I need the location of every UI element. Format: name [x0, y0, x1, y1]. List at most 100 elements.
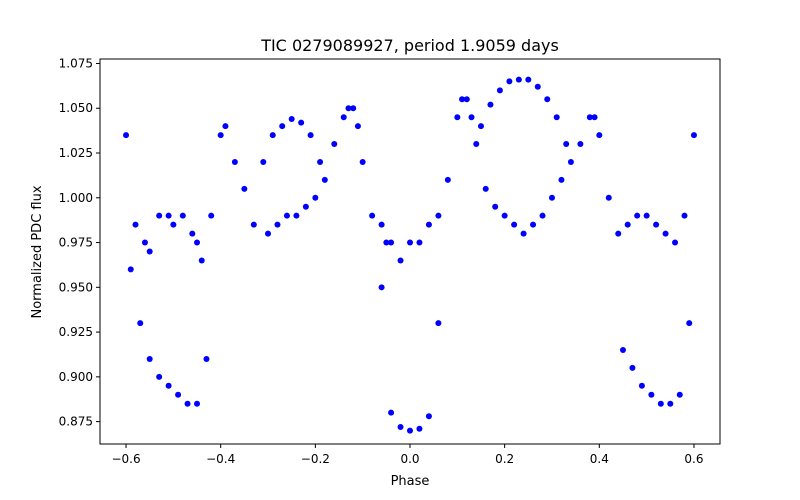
data-point	[473, 141, 480, 148]
data-point	[359, 158, 366, 165]
data-point	[298, 119, 305, 126]
data-point	[605, 194, 612, 201]
data-point	[676, 391, 683, 398]
data-point	[208, 212, 215, 219]
data-point	[515, 76, 522, 83]
data-point	[638, 382, 645, 389]
data-point	[217, 132, 224, 139]
data-point	[544, 96, 551, 103]
data-point	[530, 221, 537, 228]
data-point	[653, 221, 660, 228]
data-point	[397, 257, 404, 264]
data-point	[492, 203, 499, 210]
data-point	[265, 230, 272, 237]
data-point	[132, 221, 139, 228]
data-point	[435, 212, 442, 219]
data-point	[629, 364, 636, 371]
data-point	[586, 114, 593, 121]
data-point	[198, 257, 205, 264]
data-point	[657, 400, 664, 407]
data-point	[662, 230, 669, 237]
data-point	[643, 212, 650, 219]
data-point	[354, 123, 361, 130]
data-point	[511, 221, 518, 228]
data-points	[123, 76, 697, 434]
data-point	[283, 212, 290, 219]
data-point	[222, 123, 229, 130]
y-tick-label: 0.900	[59, 370, 93, 384]
data-point	[250, 221, 257, 228]
data-point	[558, 176, 565, 183]
data-point	[194, 239, 201, 246]
data-point	[416, 239, 423, 246]
data-point	[388, 409, 395, 416]
data-point	[165, 212, 172, 219]
x-tick-label: −0.4	[206, 452, 235, 466]
data-point	[397, 423, 404, 430]
data-point	[340, 114, 347, 121]
data-point	[388, 239, 395, 246]
data-point	[317, 158, 324, 165]
data-point	[274, 221, 281, 228]
data-point	[189, 230, 196, 237]
data-point	[482, 185, 489, 192]
data-point	[141, 239, 148, 246]
data-point	[203, 355, 210, 362]
data-point	[477, 123, 484, 130]
data-point	[137, 320, 144, 327]
data-point	[288, 115, 295, 122]
data-point	[369, 212, 376, 219]
y-tick-label: 0.925	[59, 325, 93, 339]
data-point	[624, 221, 631, 228]
data-point	[302, 203, 309, 210]
data-point	[127, 266, 134, 273]
x-tick-label: −0.6	[111, 452, 140, 466]
data-point	[293, 212, 300, 219]
data-point	[350, 105, 357, 112]
data-point	[591, 114, 598, 121]
data-point	[567, 158, 574, 165]
data-point	[454, 114, 461, 121]
data-point	[496, 87, 503, 94]
y-axis-label: Normalized PDC flux	[30, 185, 45, 318]
y-tick-label: 1.075	[59, 56, 93, 70]
data-point	[194, 400, 201, 407]
data-point	[378, 284, 385, 291]
x-tick-label: 0.4	[590, 452, 609, 466]
data-point	[596, 132, 603, 139]
data-point	[686, 320, 693, 327]
data-point	[468, 114, 475, 121]
data-point	[539, 212, 546, 219]
data-point	[416, 425, 423, 432]
data-point	[170, 221, 177, 228]
data-point	[619, 346, 626, 353]
data-point	[123, 132, 130, 139]
data-point	[321, 176, 328, 183]
data-point	[378, 221, 385, 228]
data-point	[260, 158, 267, 165]
data-point	[444, 176, 451, 183]
y-axis: 0.875 0.900 0.925 0.950 0.975 1.000 1.025 1.050…	[59, 56, 100, 429]
data-point	[146, 355, 153, 362]
chart-title: TIC 0279089927, period 1.9059 days	[260, 36, 559, 55]
x-tick-label: −0.2	[301, 452, 330, 466]
data-point	[487, 101, 494, 108]
data-point	[506, 78, 513, 85]
data-point	[672, 239, 679, 246]
data-point	[345, 105, 352, 112]
y-tick-label: 1.050	[59, 101, 93, 115]
data-point	[648, 391, 655, 398]
x-tick-label: 0.0	[400, 452, 419, 466]
data-point	[634, 212, 641, 219]
data-point	[681, 212, 688, 219]
data-point	[331, 141, 338, 148]
data-point	[520, 230, 527, 237]
data-point	[156, 212, 163, 219]
x-axis-label: Phase	[391, 474, 430, 489]
y-tick-label: 0.875	[59, 415, 93, 429]
data-point	[156, 373, 163, 380]
x-tick-label: 0.2	[495, 452, 514, 466]
data-point	[463, 96, 470, 103]
